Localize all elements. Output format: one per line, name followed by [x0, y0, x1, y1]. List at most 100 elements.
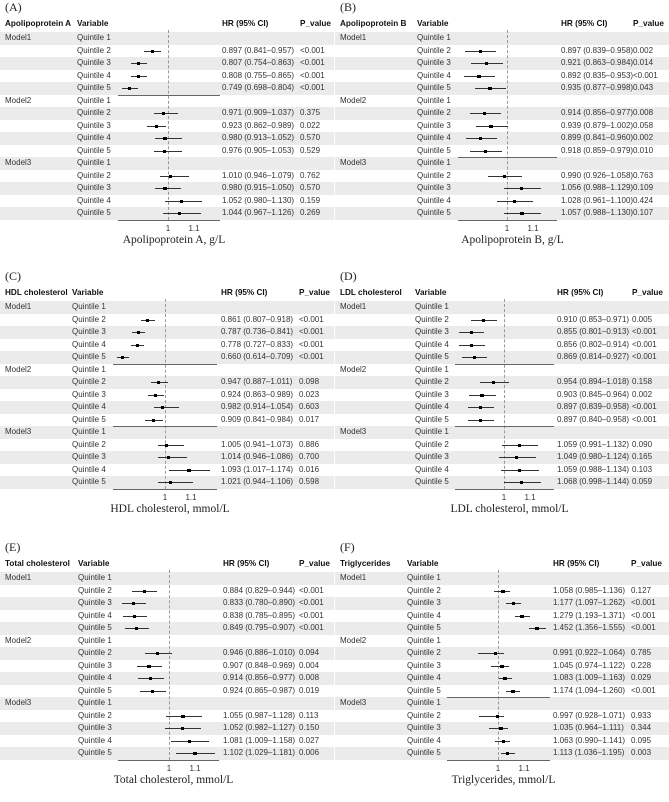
hazard-ratio-point [500, 664, 504, 668]
table-row: Quintile 5 0.924 (0.865–0.987) 0.019 [0, 685, 334, 698]
table-row: Quintile 4 0.838 (0.785–0.895) <0.001 [0, 610, 334, 623]
hr-ci-value: 0.980 (0.913–1.052) [222, 133, 295, 142]
variable-label: Quintile 3 [407, 598, 441, 607]
variable-label: Quintile 1 [77, 158, 111, 167]
hr-ci-value: 1.113 (1.036–1.195) [553, 748, 625, 757]
p-value: 0.375 [300, 108, 321, 117]
table-row: Model3 Quintile 1 [0, 697, 334, 710]
hazard-ratio-point [483, 149, 488, 153]
p-value: 0.424 [633, 195, 654, 205]
table-row: Model1 Quintile 1 [335, 301, 669, 314]
hazard-ratio-point [121, 356, 125, 360]
table-row: Quintile 2 1.005 (0.941–1.073) 0.886 [0, 439, 334, 452]
hazard-ratio-point [151, 418, 156, 422]
hazard-ratio-point [511, 689, 515, 693]
hazard-ratio-point [520, 212, 524, 216]
p-value: 0.002 [633, 133, 654, 142]
confidence-interval-line [479, 715, 505, 717]
table-row: Model1 Quintile 1 [0, 572, 334, 585]
confidence-interval-line [159, 175, 189, 177]
p-value-header: P_value [300, 19, 331, 28]
hr-ci-value: 1.056 (0.988–1.129) [561, 183, 634, 192]
hr-ci-value: 1.083 (1.009–1.163) [553, 673, 626, 682]
hazard-ratio-point [142, 589, 146, 593]
forest-panel: (D) LDL cholesterol Variable HR (95% CI) P_v… [335, 269, 669, 531]
x-axis-title: LDL cholesterol, mmol/L [450, 502, 569, 515]
table-row: Quintile 5 1.068 (0.998–1.144) 0.059 [335, 476, 669, 489]
reference-line [165, 299, 166, 489]
hazard-ratio-point [469, 343, 474, 347]
hr-ci-value: 1.093 (1.017–1.174) [221, 464, 294, 474]
p-value: <0.001 [633, 70, 658, 80]
variable-label: Quintile 1 [77, 33, 111, 42]
p-value: 0.023 [299, 389, 320, 399]
table-row: Quintile 4 0.914 (0.856–0.977) 0.008 [0, 672, 334, 685]
table-row: Quintile 2 0.990 (0.926–1.058) 0.763 [335, 170, 669, 183]
hr-ci-value: 0.903 (0.845–0.964) [557, 389, 630, 399]
hr-ci-value: 0.924 (0.863–0.989) [221, 389, 294, 399]
hr-ci-value: 0.982 (0.914–1.054) [221, 402, 294, 411]
p-value: <0.001 [300, 83, 325, 92]
variable-label: Quintile 2 [417, 170, 451, 180]
confidence-interval-line [154, 138, 182, 140]
hazard-ratio-point [517, 468, 522, 472]
hr-ci-value: 0.935 (0.877–0.998) [561, 83, 634, 92]
table-row: Quintile 5 0.918 (0.859–0.979) 0.010 [335, 145, 669, 158]
table-row: Quintile 3 0.923 (0.862–0.989) 0.022 [0, 120, 334, 133]
reference-line [168, 30, 169, 220]
p-value: 0.269 [300, 208, 321, 217]
hazard-ratio-point [154, 124, 158, 128]
hazard-ratio-point [535, 627, 539, 631]
hr-ci-value: 0.869 (0.814–0.927) [557, 352, 630, 361]
variable-label: Quintile 1 [415, 364, 449, 374]
forest-panel: (F) Triglycerides Variable HR (95% CI) P_val… [335, 540, 669, 802]
hr-header: HR (95% CI) [561, 19, 608, 28]
hazard-ratio-point [515, 456, 519, 460]
hr-ci-value: 0.897 (0.839–0.958) [561, 45, 634, 55]
table-row: Quintile 3 0.787 (0.736–0.841) <0.001 [0, 326, 334, 339]
hr-ci-value: 0.990 (0.926–1.058) [561, 170, 634, 180]
variable-label: Quintile 5 [417, 83, 451, 92]
hr-ci-value: 1.005 (0.941–1.073) [221, 439, 294, 449]
hr-ci-value: 0.923 (0.862–0.989) [222, 120, 295, 130]
variable-header: Variable [78, 559, 110, 568]
table-row: Quintile 5 0.897 (0.840–0.958) <0.001 [335, 414, 669, 427]
variable-label: Quintile 5 [77, 208, 111, 217]
table-row: Quintile 3 0.855 (0.801–0.913) <0.001 [335, 326, 669, 339]
variable-label: Quintile 4 [72, 402, 106, 411]
table-row: Quintile 3 0.924 (0.863–0.989) 0.023 [0, 389, 334, 402]
hazard-ratio-point [502, 174, 507, 178]
hr-ci-value: 0.921 (0.863–0.984) [561, 58, 634, 67]
variable-label: Quintile 5 [72, 477, 106, 486]
hr-ci-value: 0.660 (0.614–0.709) [221, 352, 294, 361]
variable-label: Quintile 4 [78, 673, 112, 682]
variable-label: Quintile 2 [78, 585, 112, 595]
variable-label: Quintile 4 [415, 402, 449, 411]
table-row: Quintile 3 0.807 (0.754–0.863) <0.001 [0, 57, 334, 70]
hr-ci-value: 1.035 (0.964–1.111) [553, 723, 624, 732]
p-value: 0.107 [633, 208, 654, 217]
variable-label: Quintile 5 [72, 352, 106, 361]
hr-ci-value: 0.899 (0.841–0.960) [561, 133, 634, 142]
hr-ci-value: 1.057 (0.988–1.130) [561, 208, 634, 217]
table-row: Quintile 5 1.102 (1.029–1.181) 0.006 [0, 747, 334, 760]
hr-ci-value: 1.052 (0.980–1.130) [222, 195, 295, 205]
confidence-interval-line [157, 444, 184, 446]
model-label: Model2 [340, 635, 367, 645]
hr-ci-value: 1.279 (1.193–1.371) [553, 610, 626, 620]
table-row: Quintile 4 0.856 (0.802–0.914) <0.001 [335, 339, 669, 352]
p-value: 0.933 [631, 710, 652, 720]
hazard-ratio-point [136, 62, 141, 66]
hr-ci-value: 0.861 (0.807–0.918) [221, 314, 294, 324]
hazard-ratio-point [161, 112, 166, 116]
variable-label: Quintile 3 [417, 183, 451, 192]
p-value: 0.529 [300, 145, 321, 155]
hazard-ratio-point [499, 727, 503, 731]
variable-label: Quintile 3 [72, 327, 106, 336]
table-row: Quintile 4 0.899 (0.841–0.960) 0.002 [335, 132, 669, 145]
model-separator-line [455, 363, 554, 365]
x-axis-line [118, 759, 219, 761]
hr-ci-value: 0.808 (0.755–0.865) [222, 70, 295, 80]
model-label: Model2 [340, 95, 367, 105]
p-value: <0.001 [631, 623, 656, 632]
